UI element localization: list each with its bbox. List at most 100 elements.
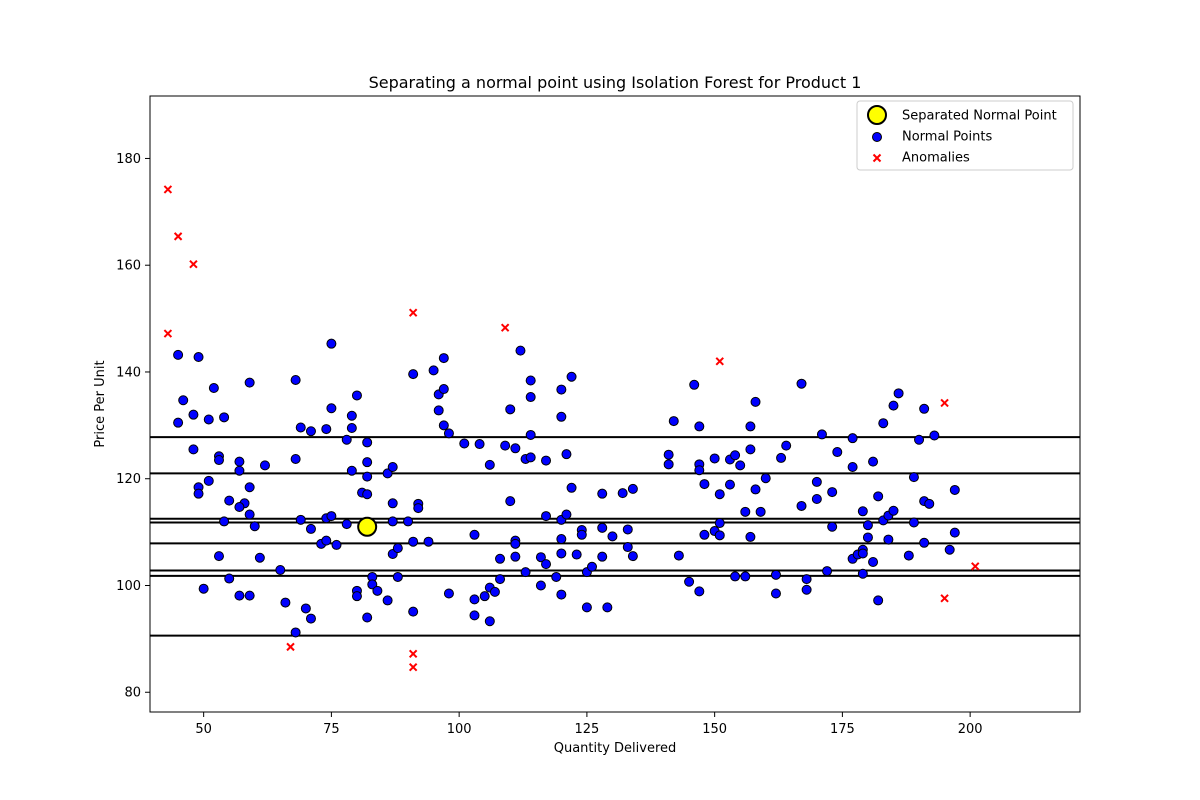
- normal-point: [459, 438, 470, 449]
- normal-point: [740, 571, 751, 582]
- normal-point: [443, 588, 454, 599]
- normal-point: [362, 437, 373, 448]
- normal-point: [801, 584, 812, 595]
- anomaly-point: [163, 329, 173, 338]
- anomaly-point: [500, 323, 510, 332]
- normal-point: [362, 457, 373, 468]
- normal-point: [581, 602, 592, 613]
- normal-point: [699, 529, 710, 540]
- normal-point: [408, 536, 419, 547]
- normal-point: [178, 395, 189, 406]
- normal-point: [510, 551, 521, 562]
- normal-point: [362, 471, 373, 482]
- normal-point: [305, 613, 316, 624]
- legend-entry-anomaly: Anomalies: [872, 151, 970, 166]
- normal-point: [847, 461, 858, 472]
- normal-point: [219, 412, 230, 423]
- normal-point: [479, 591, 490, 602]
- normal-point: [173, 417, 184, 428]
- normal-point: [326, 511, 337, 522]
- normal-point: [811, 494, 822, 505]
- x-tick-label: 75: [323, 722, 340, 737]
- normal-point: [888, 505, 899, 516]
- x-tick-label: 150: [702, 722, 727, 737]
- normal-point: [433, 405, 444, 416]
- normal-point: [346, 465, 357, 476]
- x-tick-label: 125: [574, 722, 599, 737]
- y-axis: 80 100 120 140 160 180: [116, 152, 150, 701]
- normal-point: [362, 489, 373, 500]
- normal-point: [234, 590, 245, 601]
- normal-point: [525, 452, 536, 463]
- normal-point: [392, 571, 403, 582]
- normal-point: [438, 384, 449, 395]
- normal-point: [816, 429, 827, 440]
- normal-point: [408, 606, 419, 617]
- normal-point: [617, 488, 628, 499]
- normal-point: [510, 443, 521, 454]
- normal-point: [290, 627, 301, 638]
- normal-point: [622, 524, 633, 535]
- normal-point: [346, 423, 357, 434]
- legend-label-anomaly: Anomalies: [902, 151, 970, 166]
- normal-point: [949, 484, 960, 495]
- anomaly-point: [940, 398, 949, 408]
- normal-point: [949, 527, 960, 538]
- normal-point: [622, 542, 633, 553]
- normal-point: [684, 576, 695, 587]
- normal-point: [561, 509, 572, 520]
- anomaly-point: [286, 642, 295, 652]
- normal-point: [924, 498, 935, 509]
- normal-point: [903, 550, 914, 561]
- normal-point: [520, 567, 531, 578]
- normal-point: [326, 338, 337, 349]
- normal-point: [438, 353, 449, 364]
- normal-point: [443, 428, 454, 439]
- normal-point: [888, 400, 899, 411]
- normal-point: [193, 488, 204, 499]
- separated-normal-point: [357, 516, 378, 537]
- normal-point: [188, 444, 199, 455]
- normal-point: [822, 566, 833, 577]
- normal-point: [244, 509, 255, 520]
- x-tick-label: 175: [830, 722, 855, 737]
- normal-point: [878, 418, 889, 429]
- normal-point: [515, 345, 526, 356]
- legend-box: [856, 100, 1074, 171]
- normal-point: [724, 479, 735, 490]
- normal-point: [254, 552, 265, 563]
- normal-point: [566, 371, 577, 382]
- y-tick-label: 160: [116, 259, 141, 274]
- normal-point: [525, 392, 536, 403]
- normal-point: [208, 382, 219, 393]
- normal-point: [489, 586, 500, 597]
- normal-point: [280, 597, 291, 608]
- normal-point: [668, 416, 679, 427]
- x-tick-label: 50: [195, 722, 212, 737]
- normal-point: [346, 410, 357, 421]
- normal-point: [571, 549, 582, 560]
- normal-point: [551, 571, 562, 582]
- normal-point: [213, 551, 224, 562]
- normal-point: [224, 573, 235, 584]
- normal-point: [801, 574, 812, 585]
- normal-point: [505, 496, 516, 507]
- normal-point: [556, 534, 567, 545]
- normal-point: [755, 506, 766, 517]
- normal-point: [714, 518, 725, 529]
- normal-point: [868, 456, 879, 467]
- normal-point: [300, 603, 311, 614]
- normal-point: [321, 535, 332, 546]
- normal-point: [847, 433, 858, 444]
- normal-points-layer: [173, 338, 960, 638]
- normal-point: [469, 529, 480, 540]
- normal-point: [495, 553, 506, 564]
- x-tick-label: 200: [958, 722, 983, 737]
- normal-point: [745, 444, 756, 455]
- anomaly-point: [971, 562, 980, 571]
- normal-point: [776, 452, 787, 463]
- legend-entry-separated: Separated Normal Point: [867, 105, 1057, 125]
- normal-point: [694, 421, 705, 432]
- normal-point: [914, 434, 925, 445]
